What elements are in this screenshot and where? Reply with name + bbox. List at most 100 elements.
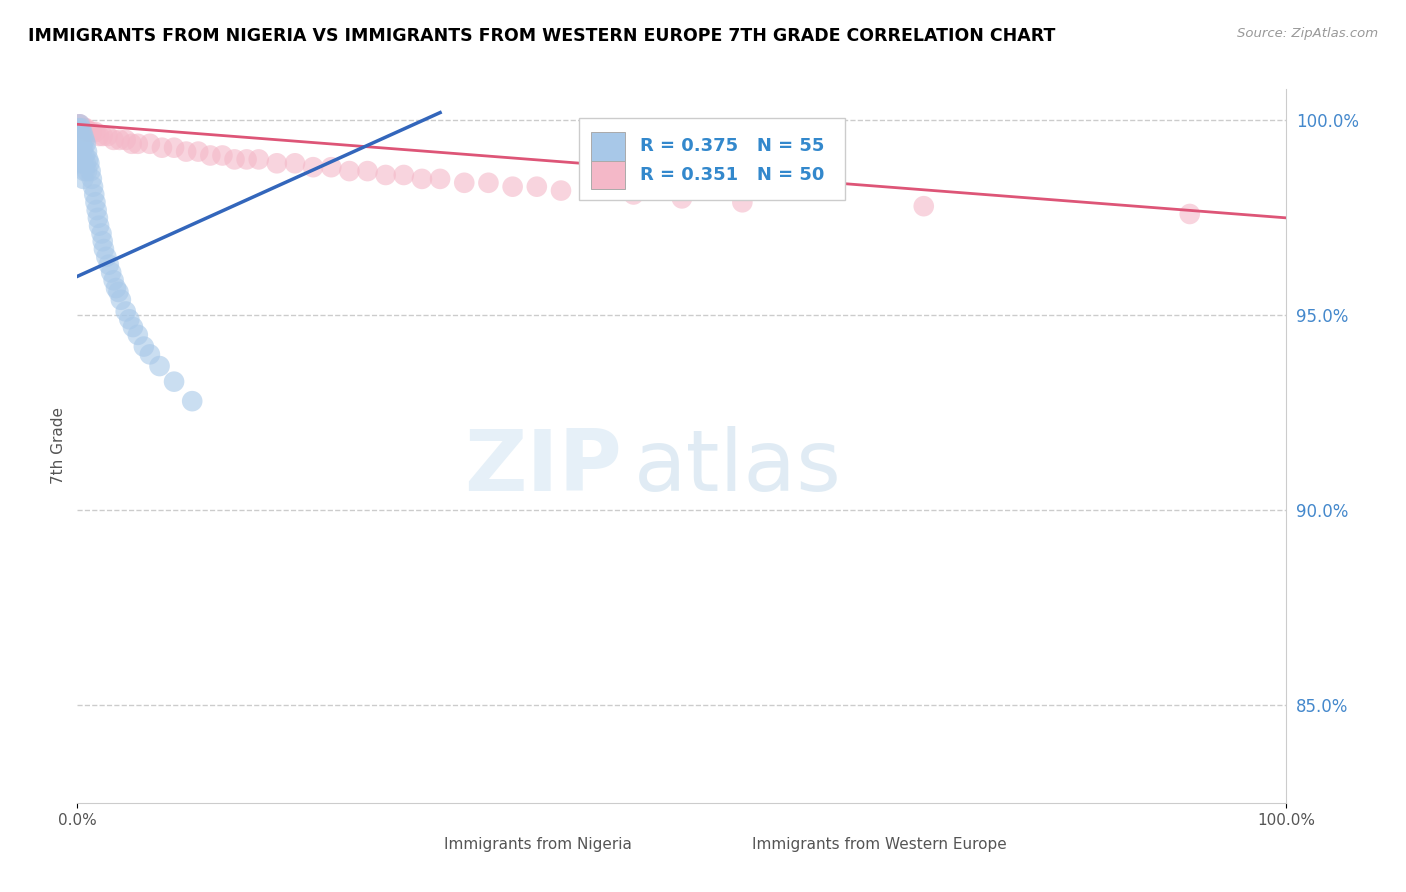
Point (87, 128, 110, 143)
Point (174, 145, 197, 159)
Point (110, 293, 132, 307)
Point (76, 164, 98, 178)
Point (139, 347, 162, 361)
Point (224, 153, 246, 167)
Point (82, 179, 104, 194)
Point (127, 136, 149, 151)
Point (586, 184, 609, 198)
Text: Immigrants from Western Europe: Immigrants from Western Europe (752, 838, 1007, 853)
Point (69, 117, 91, 131)
Point (121, 136, 143, 151)
Point (526, 179, 548, 194)
Point (70, 153, 93, 167)
Point (187, 145, 209, 159)
Point (127, 327, 149, 342)
Text: R = 0.351   N = 50: R = 0.351 N = 50 (640, 166, 824, 184)
Point (93, 242, 115, 256)
Point (453, 176, 475, 190)
Text: ZIP: ZIP (464, 425, 621, 509)
Point (84, 125, 107, 139)
Point (84, 195, 107, 210)
Point (79, 125, 101, 139)
Point (200, 148, 222, 162)
Point (75, 136, 97, 151)
Point (411, 172, 433, 186)
Point (731, 195, 754, 210)
Point (108, 133, 131, 147)
Point (374, 168, 396, 182)
Point (623, 187, 645, 202)
Point (70, 121, 93, 136)
Point (392, 168, 415, 182)
Point (97, 258, 120, 272)
Point (67, 117, 90, 131)
Point (912, 199, 935, 213)
Point (83, 187, 105, 202)
Point (100, 265, 122, 279)
Point (139, 136, 162, 151)
Point (284, 156, 307, 170)
Point (550, 184, 572, 198)
Point (122, 320, 145, 334)
Point (66, 128, 89, 143)
Point (148, 359, 170, 373)
Point (86, 203, 108, 218)
Point (72, 172, 94, 186)
Bar (411, 837, 436, 855)
Point (1178, 207, 1201, 221)
Point (163, 141, 186, 155)
Text: IMMIGRANTS FROM NIGERIA VS IMMIGRANTS FROM WESTERN EUROPE 7TH GRADE CORRELATION : IMMIGRANTS FROM NIGERIA VS IMMIGRANTS FR… (28, 27, 1056, 45)
Point (69, 117, 91, 131)
Bar (718, 837, 745, 855)
Point (181, 394, 204, 409)
Point (70, 121, 93, 136)
Text: Source: ZipAtlas.com: Source: ZipAtlas.com (1237, 27, 1378, 40)
Point (70, 141, 93, 155)
Point (79, 164, 101, 178)
Point (90, 227, 112, 241)
Point (150, 141, 173, 155)
Point (69, 141, 91, 155)
Bar (592, 161, 626, 189)
Point (69, 153, 91, 167)
Point (73, 121, 96, 136)
Point (429, 172, 451, 186)
Point (76, 125, 98, 139)
Point (67, 141, 90, 155)
Point (77, 153, 100, 167)
Point (87, 211, 110, 225)
Point (502, 179, 524, 194)
Bar (579, 118, 845, 200)
Y-axis label: 7th Grade: 7th Grade (51, 408, 66, 484)
Point (80, 125, 103, 139)
Point (96, 128, 118, 143)
Bar (592, 132, 626, 161)
Point (72, 156, 94, 170)
Point (235, 153, 257, 167)
Point (96, 250, 118, 264)
Point (76, 145, 98, 159)
Point (114, 304, 136, 318)
Point (67, 121, 90, 136)
Point (477, 176, 499, 190)
Point (671, 191, 693, 205)
Point (211, 148, 233, 162)
Point (107, 285, 129, 299)
Point (75, 121, 97, 136)
Point (72, 121, 94, 136)
Point (356, 164, 378, 178)
Point (73, 133, 96, 147)
Point (67, 125, 90, 139)
Point (103, 273, 125, 287)
Point (72, 141, 94, 155)
Point (302, 160, 325, 174)
Point (247, 153, 270, 167)
Text: atlas: atlas (634, 425, 842, 509)
Point (103, 133, 125, 147)
Point (163, 375, 186, 389)
Point (114, 133, 136, 147)
Point (91, 128, 114, 143)
Point (70, 133, 93, 147)
Point (87, 219, 110, 233)
Point (70, 125, 93, 139)
